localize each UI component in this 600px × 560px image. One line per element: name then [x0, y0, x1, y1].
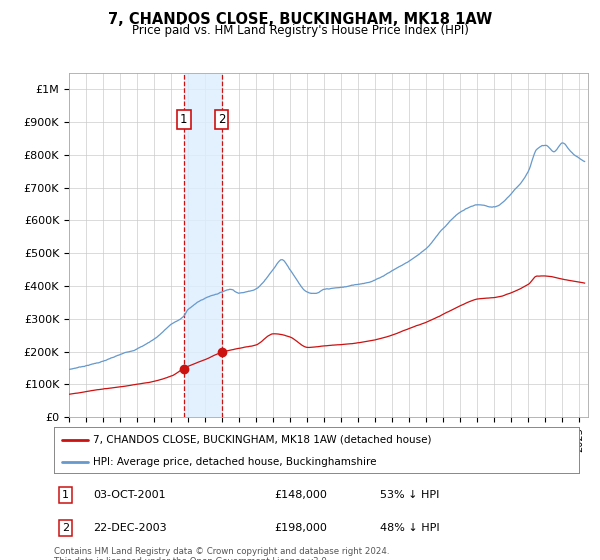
Text: 22-DEC-2003: 22-DEC-2003 [94, 523, 167, 533]
Text: 1: 1 [62, 490, 69, 500]
Text: HPI: Average price, detached house, Buckinghamshire: HPI: Average price, detached house, Buck… [94, 457, 377, 466]
Text: 7, CHANDOS CLOSE, BUCKINGHAM, MK18 1AW (detached house): 7, CHANDOS CLOSE, BUCKINGHAM, MK18 1AW (… [94, 435, 432, 445]
Text: 2: 2 [218, 113, 226, 126]
Text: Price paid vs. HM Land Registry's House Price Index (HPI): Price paid vs. HM Land Registry's House … [131, 24, 469, 36]
Bar [184, 73, 221, 417]
Text: 2: 2 [62, 523, 69, 533]
Text: 48% ↓ HPI: 48% ↓ HPI [380, 523, 439, 533]
Text: 7, CHANDOS CLOSE, BUCKINGHAM, MK18 1AW: 7, CHANDOS CLOSE, BUCKINGHAM, MK18 1AW [108, 12, 492, 27]
Text: 1: 1 [180, 113, 188, 126]
Text: 03-OCT-2001: 03-OCT-2001 [94, 490, 166, 500]
Text: 53% ↓ HPI: 53% ↓ HPI [380, 490, 439, 500]
Text: £198,000: £198,000 [275, 523, 328, 533]
Text: Contains HM Land Registry data © Crown copyright and database right 2024.
This d: Contains HM Land Registry data © Crown c… [54, 547, 389, 560]
Text: £148,000: £148,000 [275, 490, 328, 500]
